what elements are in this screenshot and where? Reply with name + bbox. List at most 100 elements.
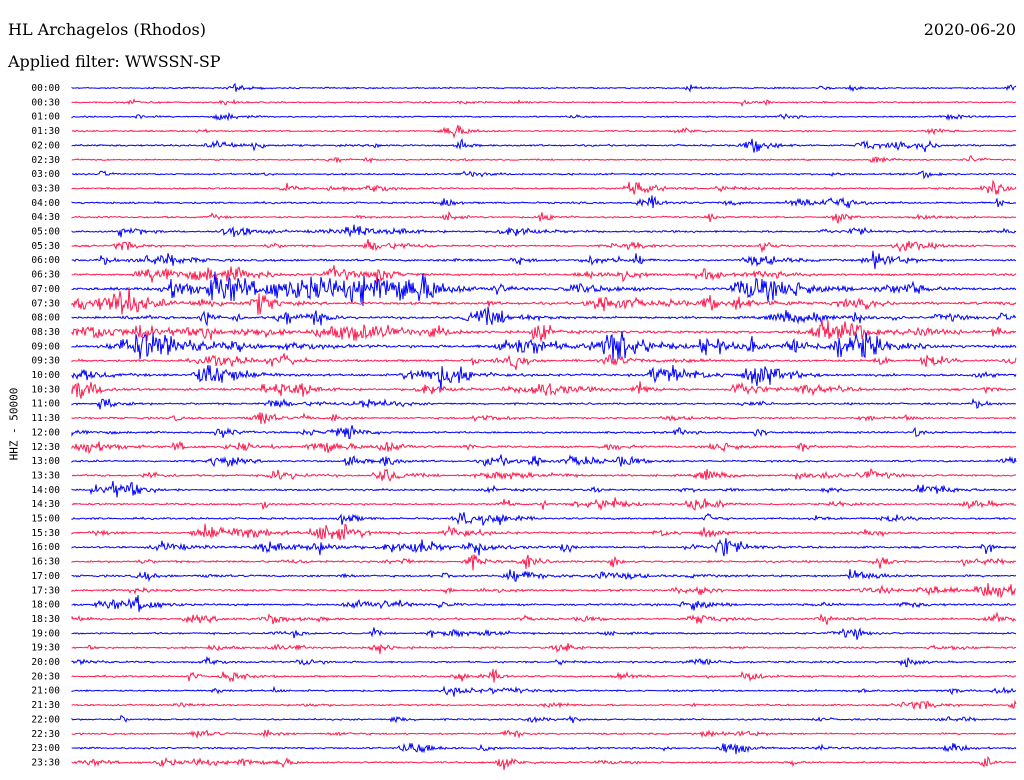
seismic-trace xyxy=(71,364,1017,391)
seismic-trace xyxy=(71,538,1017,557)
seismic-trace xyxy=(71,98,1017,108)
seismic-trace xyxy=(71,611,1017,625)
seismic-trace xyxy=(71,224,1017,238)
seismic-trace xyxy=(71,685,1017,697)
seismic-trace xyxy=(71,155,1017,164)
time-label: 00:30 xyxy=(31,97,60,108)
time-label: 06:00 xyxy=(31,255,60,266)
time-label: 16:30 xyxy=(31,557,60,568)
seismic-trace xyxy=(71,742,1017,755)
time-label: 04:30 xyxy=(31,212,60,223)
time-label: 19:30 xyxy=(31,643,60,654)
time-label: 03:30 xyxy=(31,183,60,194)
time-label: 12:00 xyxy=(31,427,60,438)
seismic-trace xyxy=(71,668,1017,683)
time-label: 11:00 xyxy=(31,399,60,410)
seismic-trace xyxy=(71,480,1017,498)
time-label: 01:00 xyxy=(31,112,60,123)
time-labels: 00:00 00:30 01:00 01:30 02:00 02:30 03:00 03:30… xyxy=(31,83,60,768)
seismic-trace xyxy=(71,287,1017,315)
time-label: 18:30 xyxy=(31,614,60,625)
time-label: 22:30 xyxy=(31,729,60,740)
time-label: 11:30 xyxy=(31,413,60,424)
time-label: 16:00 xyxy=(31,542,60,553)
seismic-trace xyxy=(71,627,1017,640)
time-label: 02:30 xyxy=(31,155,60,166)
time-label: 09:00 xyxy=(31,341,60,352)
time-label: 10:30 xyxy=(31,384,60,395)
seismic-trace xyxy=(71,381,1017,399)
seismic-trace xyxy=(71,425,1017,440)
time-label: 07:30 xyxy=(31,298,60,309)
seismic-trace xyxy=(71,595,1017,613)
time-label: 20:00 xyxy=(31,657,60,668)
time-label: 01:30 xyxy=(31,126,60,137)
seismic-trace xyxy=(71,195,1017,209)
time-label: 15:00 xyxy=(31,514,60,525)
seismic-trace xyxy=(71,699,1017,711)
time-label: 21:00 xyxy=(31,686,60,697)
seismic-trace xyxy=(71,440,1017,455)
seismic-trace xyxy=(71,250,1017,270)
time-label: 09:30 xyxy=(31,356,60,367)
time-label: 13:00 xyxy=(31,456,60,467)
seismic-trace xyxy=(71,454,1017,468)
seismic-trace xyxy=(71,467,1016,483)
seismic-trace xyxy=(71,715,1017,724)
time-label: 13:30 xyxy=(31,470,60,481)
time-label: 21:30 xyxy=(31,700,60,711)
time-label: 02:00 xyxy=(31,140,60,151)
time-label: 00:00 xyxy=(31,83,60,94)
time-label: 05:30 xyxy=(31,241,60,252)
seismic-trace xyxy=(71,755,1017,771)
time-label: 04:00 xyxy=(31,198,60,209)
time-label: 17:30 xyxy=(31,585,60,596)
seismic-trace xyxy=(71,124,1017,139)
time-label: 08:30 xyxy=(31,327,60,338)
plot-date: 2020-06-20 xyxy=(923,20,1016,39)
time-label: 17:00 xyxy=(31,571,60,582)
time-label: 10:00 xyxy=(31,370,60,381)
time-label: 03:00 xyxy=(31,169,60,180)
seismic-trace xyxy=(71,554,1017,571)
seismic-trace xyxy=(71,655,1017,668)
seismic-trace xyxy=(71,331,1017,362)
time-label: 22:00 xyxy=(31,714,60,725)
station-title: HL Archagelos (Rhodos) xyxy=(8,20,206,39)
seismic-trace xyxy=(71,729,1017,739)
seismic-trace xyxy=(71,497,1017,511)
time-label: 05:00 xyxy=(31,227,60,238)
seismic-trace xyxy=(71,642,1016,655)
time-label: 20:30 xyxy=(31,671,60,682)
seismic-trace xyxy=(71,82,1017,93)
seismic-trace xyxy=(71,170,1017,180)
seismic-trace xyxy=(71,569,1016,583)
time-label: 23:00 xyxy=(31,743,60,754)
seismic-trace xyxy=(71,397,1017,410)
seismic-trace xyxy=(71,138,1017,153)
time-label: 18:00 xyxy=(31,600,60,611)
time-label: 19:00 xyxy=(31,628,60,639)
time-label: 14:00 xyxy=(31,485,60,496)
seismic-trace xyxy=(71,111,1016,122)
time-label: 15:30 xyxy=(31,528,60,539)
seismic-trace xyxy=(71,412,1017,425)
seismic-trace xyxy=(71,523,1017,541)
time-label: 12:30 xyxy=(31,442,60,453)
seismic-trace xyxy=(71,583,1017,599)
seismic-trace xyxy=(71,306,1017,327)
time-label: 23:30 xyxy=(31,757,60,768)
time-label: 14:30 xyxy=(31,499,60,510)
filter-label: Applied filter: WWSSN-SP xyxy=(8,52,221,71)
seismic-trace xyxy=(71,265,1017,285)
seismic-trace xyxy=(71,179,1017,195)
seismic-traces xyxy=(71,82,1017,771)
seismic-trace xyxy=(71,512,1017,526)
seismic-trace xyxy=(71,271,1017,307)
seismic-trace xyxy=(71,210,1017,224)
seismic-trace xyxy=(71,353,1017,371)
time-label: 07:00 xyxy=(31,284,60,295)
time-label: 06:30 xyxy=(31,270,60,281)
seismic-trace xyxy=(71,319,1017,342)
